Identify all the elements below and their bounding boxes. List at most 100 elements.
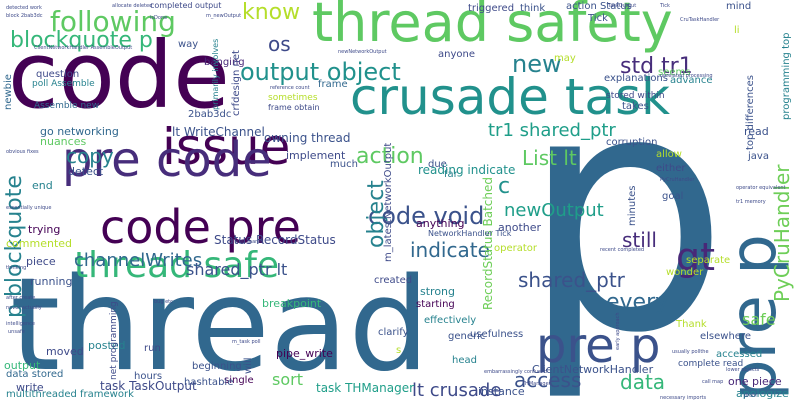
word-read: read: [744, 125, 769, 138]
word-write: write: [16, 381, 44, 394]
word-either: either: [656, 163, 686, 174]
word-lt-crusade: lt crusade: [412, 380, 502, 400]
word-still: still: [622, 228, 657, 252]
word-output-bottom: output: [4, 359, 41, 372]
word-reading-indicate: reading indicate: [418, 163, 516, 177]
word-obvious-fixes: obvious fixes: [6, 149, 39, 155]
word-code-void: code void: [368, 202, 485, 230]
word-corruption: corruption: [606, 137, 658, 148]
word-complete-read: complete read: [678, 359, 744, 369]
word-thank: Thank: [676, 319, 707, 330]
word-action-status: action Status: [566, 1, 632, 12]
word-completed-output: completed output: [150, 1, 222, 10]
word-never: never actually: [6, 305, 42, 311]
word-triggered: triggered: [468, 3, 515, 14]
word-usually: usually pollthe: [672, 349, 709, 355]
word-channelwrites: channelWrites: [74, 250, 203, 271]
word-pre-code: pre code: [62, 132, 272, 188]
word-list-lt: List lt: [522, 146, 577, 170]
word-copy: copy: [66, 144, 114, 168]
word-operator: operator: [494, 243, 538, 254]
word-top-differences: top differences: [745, 75, 756, 150]
word-anyone: anyone: [438, 49, 475, 60]
word-frame-obtain: frame obtain: [268, 103, 320, 112]
word-recent-completed: recent completed: [600, 247, 645, 253]
word-programming-top: programming top: [781, 32, 792, 120]
word-task-thmanager: task THManager: [316, 381, 415, 395]
word-output-object: output object: [240, 58, 401, 86]
word-effectively: effectively: [424, 315, 477, 326]
word-java: java: [748, 151, 769, 162]
word-gt: gt: [676, 235, 716, 279]
word-wonder: wonder: [666, 267, 704, 278]
word-running: running: [30, 275, 73, 288]
word-operator-small: operator equivalent: [736, 185, 786, 191]
word-sort: sort: [272, 370, 303, 389]
word-access: access: [514, 368, 582, 392]
word-tick-small: Tick: [660, 3, 670, 9]
word-one-piece: one piece: [728, 375, 782, 388]
word-implement: implement: [286, 149, 346, 162]
word-clientnetworkhandler: ClientNetworkHandler: [532, 363, 654, 376]
word-instance: instance: [478, 385, 525, 398]
word-li: li: [734, 25, 740, 36]
word-after-create: after create: [6, 295, 36, 301]
word-early-approach: early approach: [615, 312, 621, 350]
word-reference: reference count: [270, 85, 310, 91]
word-breakpoint: breakpoint: [262, 297, 322, 310]
word-mind: mind: [726, 1, 752, 12]
word-hashtable: hashtable: [184, 377, 234, 388]
word-question: question: [36, 69, 80, 80]
word-created: created: [374, 275, 413, 286]
word-crfdesign-net: crfdesign net: [231, 50, 242, 116]
word-recordstatus-batched: RecordStatus Batched: [481, 176, 495, 310]
word-task-taskoutput: task TaskOutput: [100, 379, 197, 393]
word-clientnetworkhandler-small: ClientNetworkHandler AssembleOutput: [34, 45, 133, 51]
word-thinking: thinking: [6, 265, 27, 271]
word-block-bab: block 2bab3dc: [6, 13, 43, 19]
word-newnetwork-small: newNetworkOutput: [338, 49, 387, 55]
word-thread-safe: thread safe: [74, 245, 280, 286]
word-clarify: clarify: [378, 327, 409, 338]
word-safe: safe: [742, 310, 776, 329]
word-goal: goal: [662, 191, 684, 202]
word-proof: proof: [744, 393, 757, 399]
word-poll-small: m_task poll: [232, 339, 261, 345]
word-detect: detect: [68, 165, 104, 178]
word-net-programming: net programming: [109, 301, 119, 380]
word-unsafe: unsafe: [8, 329, 25, 335]
word-necessary-imports: necessary imports: [660, 395, 707, 400]
word-moved: moved: [46, 345, 84, 358]
word-blockquote-p: blockquote p: [10, 28, 153, 53]
word-due: due: [428, 159, 447, 170]
word-primarily-involves: primarily involves: [211, 38, 220, 110]
word-allocate: allocate deleted: [112, 3, 153, 9]
word-minutes: minutes: [627, 185, 638, 226]
word-piece: piece: [26, 255, 56, 268]
word-tr1-memory: tr1 memory: [736, 199, 766, 205]
word-still-shared: still shared: [236, 239, 264, 245]
word-p-big: p: [520, 21, 730, 400]
word-way: way: [178, 39, 199, 50]
word-separate: separate: [686, 255, 731, 266]
word-2bab3dc: 2bab3dc: [188, 109, 232, 120]
word-tick: Tick: [588, 13, 608, 24]
word-another: another: [498, 221, 542, 234]
word-tr1-shared: tr1 shared_ptr: [488, 120, 616, 141]
word-nuances: nuances: [40, 135, 87, 148]
word-issue: issue: [162, 118, 291, 176]
word-networkhandler-tick: NetworkHandler Tick: [428, 229, 512, 238]
word-takes: takes: [622, 101, 649, 112]
word-sometimes: sometimes: [268, 93, 318, 103]
word-poll-assemble: poll Assemble: [32, 79, 95, 89]
word-m-newoutput: m_newOutput: [206, 13, 242, 19]
word-std-tr1: std tr1: [620, 54, 693, 79]
word-know: know: [242, 0, 301, 25]
word-taskoutput-small: TaskOutput: [608, 3, 637, 9]
word-generic: generic: [448, 331, 486, 342]
word-go-networking: go networking: [40, 125, 119, 138]
word-thread-safety: thread safety: [312, 0, 673, 54]
word-much: much: [330, 159, 358, 170]
word-thread: thread: [10, 251, 430, 400]
word-frame: frame: [318, 79, 348, 90]
